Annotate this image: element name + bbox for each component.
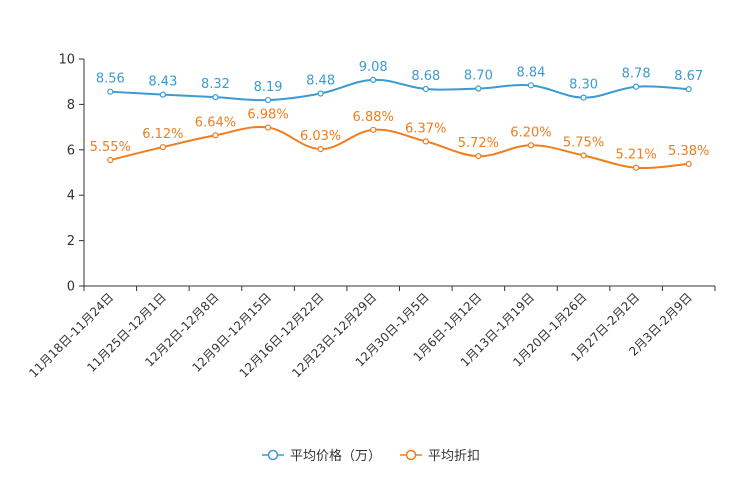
y-tick-label: 6 <box>67 143 75 158</box>
data-point <box>264 96 272 104</box>
data-label: 6.88% <box>353 110 394 125</box>
legend-item-1[interactable]: 平均价格（万） <box>262 448 381 464</box>
data-point <box>685 160 692 167</box>
legend-label: 平均折扣 <box>428 449 480 464</box>
y-tick-label: 8 <box>67 98 75 113</box>
data-label: 5.38% <box>668 144 709 159</box>
data-label: 6.20% <box>510 125 551 140</box>
y-tick-label: 2 <box>67 234 75 249</box>
data-point <box>107 156 114 164</box>
y-tick-label: 4 <box>67 189 75 204</box>
data-label: 5.21% <box>615 148 656 163</box>
data-label: 8.78 <box>622 67 651 82</box>
data-point <box>212 132 219 139</box>
series-1: 8.56 8.43 8.32 8.19 8.48 9.08 8.68 8.70 8.84 8.30… <box>96 60 703 104</box>
data-point <box>475 85 482 92</box>
y-tick-label: 10 <box>58 53 75 68</box>
chart-axes: 024681011月18日-11月24日11月25日-12月1日12月2日-12… <box>26 53 716 380</box>
legend-item-2[interactable]: 平均折扣 <box>400 449 480 464</box>
series-line <box>110 78 689 102</box>
data-point <box>317 146 324 153</box>
data-label: 9.08 <box>359 60 388 75</box>
data-point <box>317 90 324 97</box>
data-point <box>633 164 640 171</box>
data-label: 6.37% <box>405 121 446 136</box>
data-point <box>580 152 587 159</box>
data-point <box>527 82 535 89</box>
data-point <box>633 83 640 90</box>
chart-series: 8.56 8.43 8.32 8.19 8.48 9.08 8.68 8.70 8.84 8.30… <box>90 60 709 171</box>
data-point <box>159 91 166 98</box>
series-2: 5.55% 6.12% 6.64% 6.98% 6.03% 6.88% 6.37% 5.72%… <box>90 108 709 171</box>
data-point <box>159 143 166 151</box>
data-point <box>370 76 377 83</box>
data-label: 8.70 <box>464 69 493 84</box>
data-point <box>370 126 377 133</box>
x-tick-label: 11月18日-11月24日 <box>26 290 116 380</box>
data-label: 8.67 <box>674 69 703 84</box>
data-point <box>475 153 482 160</box>
data-point <box>212 94 219 101</box>
chart-legend[interactable]: 平均价格（万） 平均折扣 <box>262 448 480 464</box>
data-label: 8.56 <box>96 72 125 87</box>
data-label: 8.19 <box>254 80 283 95</box>
data-label: 5.72% <box>458 136 499 151</box>
data-label: 8.43 <box>148 75 177 90</box>
data-point <box>264 124 272 131</box>
data-label: 5.75% <box>563 135 604 150</box>
data-label: 8.48 <box>306 74 335 89</box>
legend-marker-icon <box>405 449 417 461</box>
data-label: 6.64% <box>195 115 236 130</box>
data-point <box>685 86 692 93</box>
data-label: 8.30 <box>569 78 598 93</box>
legend-marker-icon <box>267 449 279 461</box>
data-label: 8.32 <box>201 77 230 92</box>
data-point <box>422 85 429 93</box>
data-label: 6.03% <box>300 129 341 144</box>
data-label: 6.98% <box>247 108 288 123</box>
data-point <box>527 142 535 149</box>
data-point <box>580 94 587 101</box>
legend-label: 平均价格（万） <box>290 448 381 464</box>
y-tick-label: 0 <box>67 280 75 295</box>
data-point <box>107 88 114 95</box>
data-label: 5.55% <box>90 140 131 155</box>
data-label: 8.68 <box>411 69 440 84</box>
data-point <box>422 138 429 145</box>
data-label: 6.12% <box>142 127 183 142</box>
series-line <box>110 126 689 170</box>
data-label: 8.84 <box>516 65 545 80</box>
